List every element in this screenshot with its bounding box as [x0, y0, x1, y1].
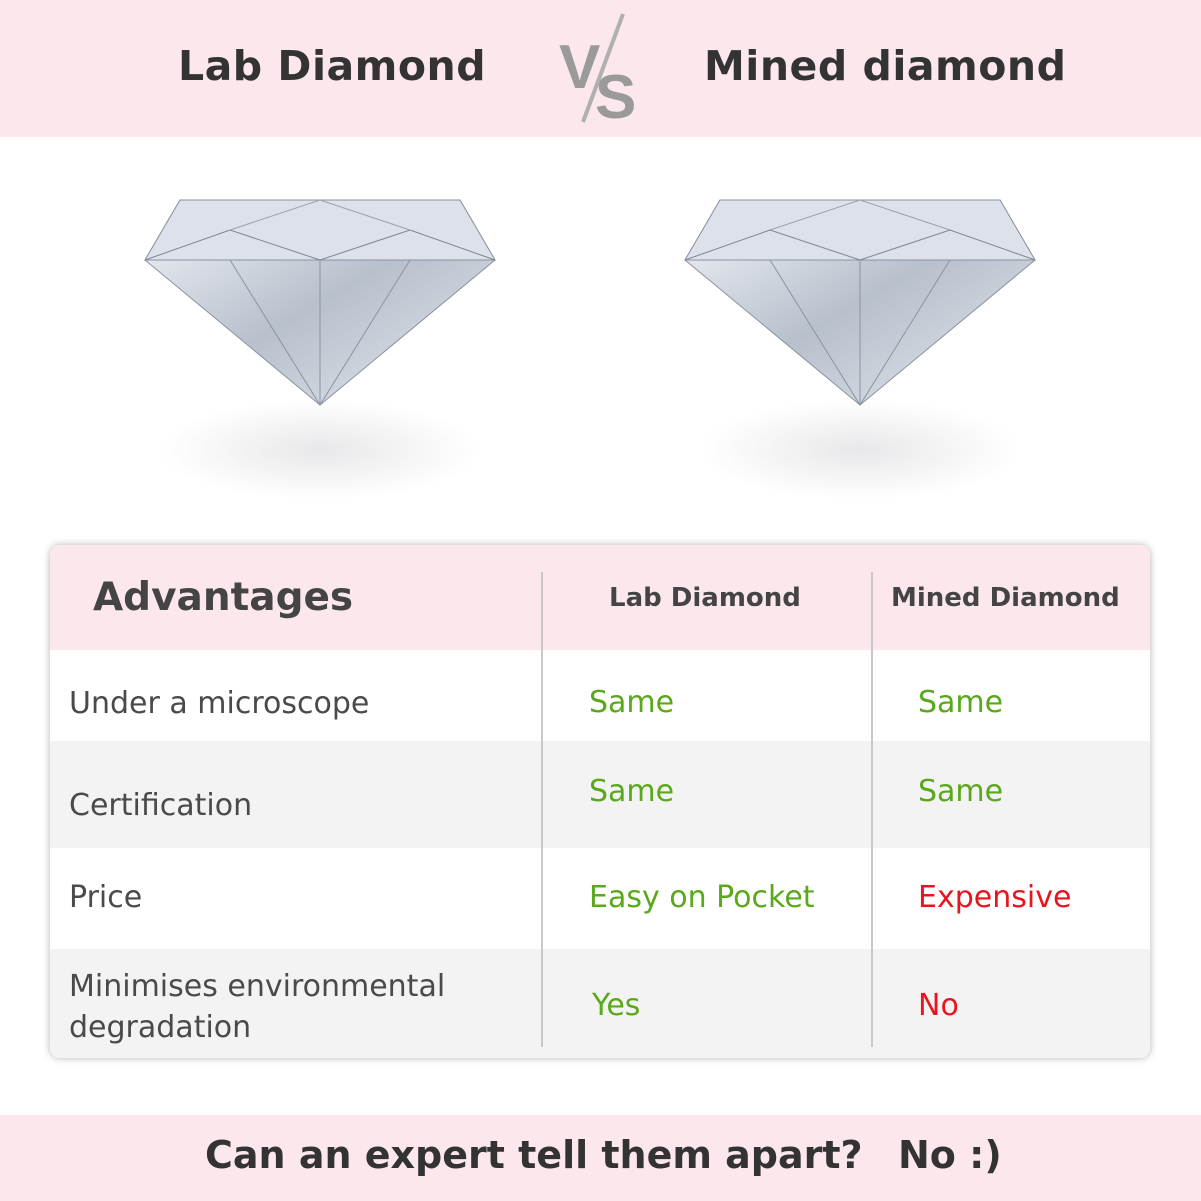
row-label: Certification — [69, 788, 253, 823]
vs-logo: V S — [559, 13, 636, 128]
lab-value: Same — [589, 774, 675, 809]
column-divider — [871, 572, 873, 1047]
row-label: Price — [69, 880, 143, 915]
lab-value: Easy on Pocket — [589, 880, 815, 915]
header-advantages: Advantages — [93, 575, 354, 620]
table-row — [50, 650, 1150, 741]
column-divider — [541, 572, 543, 1047]
mined-value: No — [918, 988, 959, 1023]
row-label: Minimises environmental degradation — [69, 969, 446, 1045]
lab-value: Same — [589, 685, 675, 720]
footer-question: Can an expert tell them apart? — [205, 1133, 863, 1177]
header-lab-diamond: Lab Diamond — [609, 583, 801, 613]
footer-answer: No :) — [898, 1133, 1002, 1177]
table-row — [50, 741, 1150, 848]
header-band: Lab Diamond V S Mined diamond — [0, 0, 1201, 137]
header-mined-diamond: Mined Diamond — [891, 583, 1120, 613]
lab-value: Yes — [592, 988, 641, 1023]
row-label: Under a microscope — [69, 686, 370, 721]
comparison-table: Advantages Lab Diamond Mined Diamond Und… — [50, 545, 1150, 1058]
lab-diamond-image — [144, 199, 496, 500]
table-row — [50, 848, 1150, 949]
table-row — [50, 949, 1150, 1058]
mined-value: Same — [918, 685, 1004, 720]
mined-value: Same — [918, 774, 1004, 809]
table-header-row — [50, 545, 1150, 650]
lab-diamond-title: Lab Diamond — [178, 42, 487, 90]
mined-value: Expensive — [918, 880, 1072, 915]
mined-diamond-title: Mined diamond — [704, 42, 1067, 90]
footer-band: Can an expert tell them apart? No :) — [0, 1115, 1201, 1201]
mined-diamond-image — [684, 199, 1036, 500]
